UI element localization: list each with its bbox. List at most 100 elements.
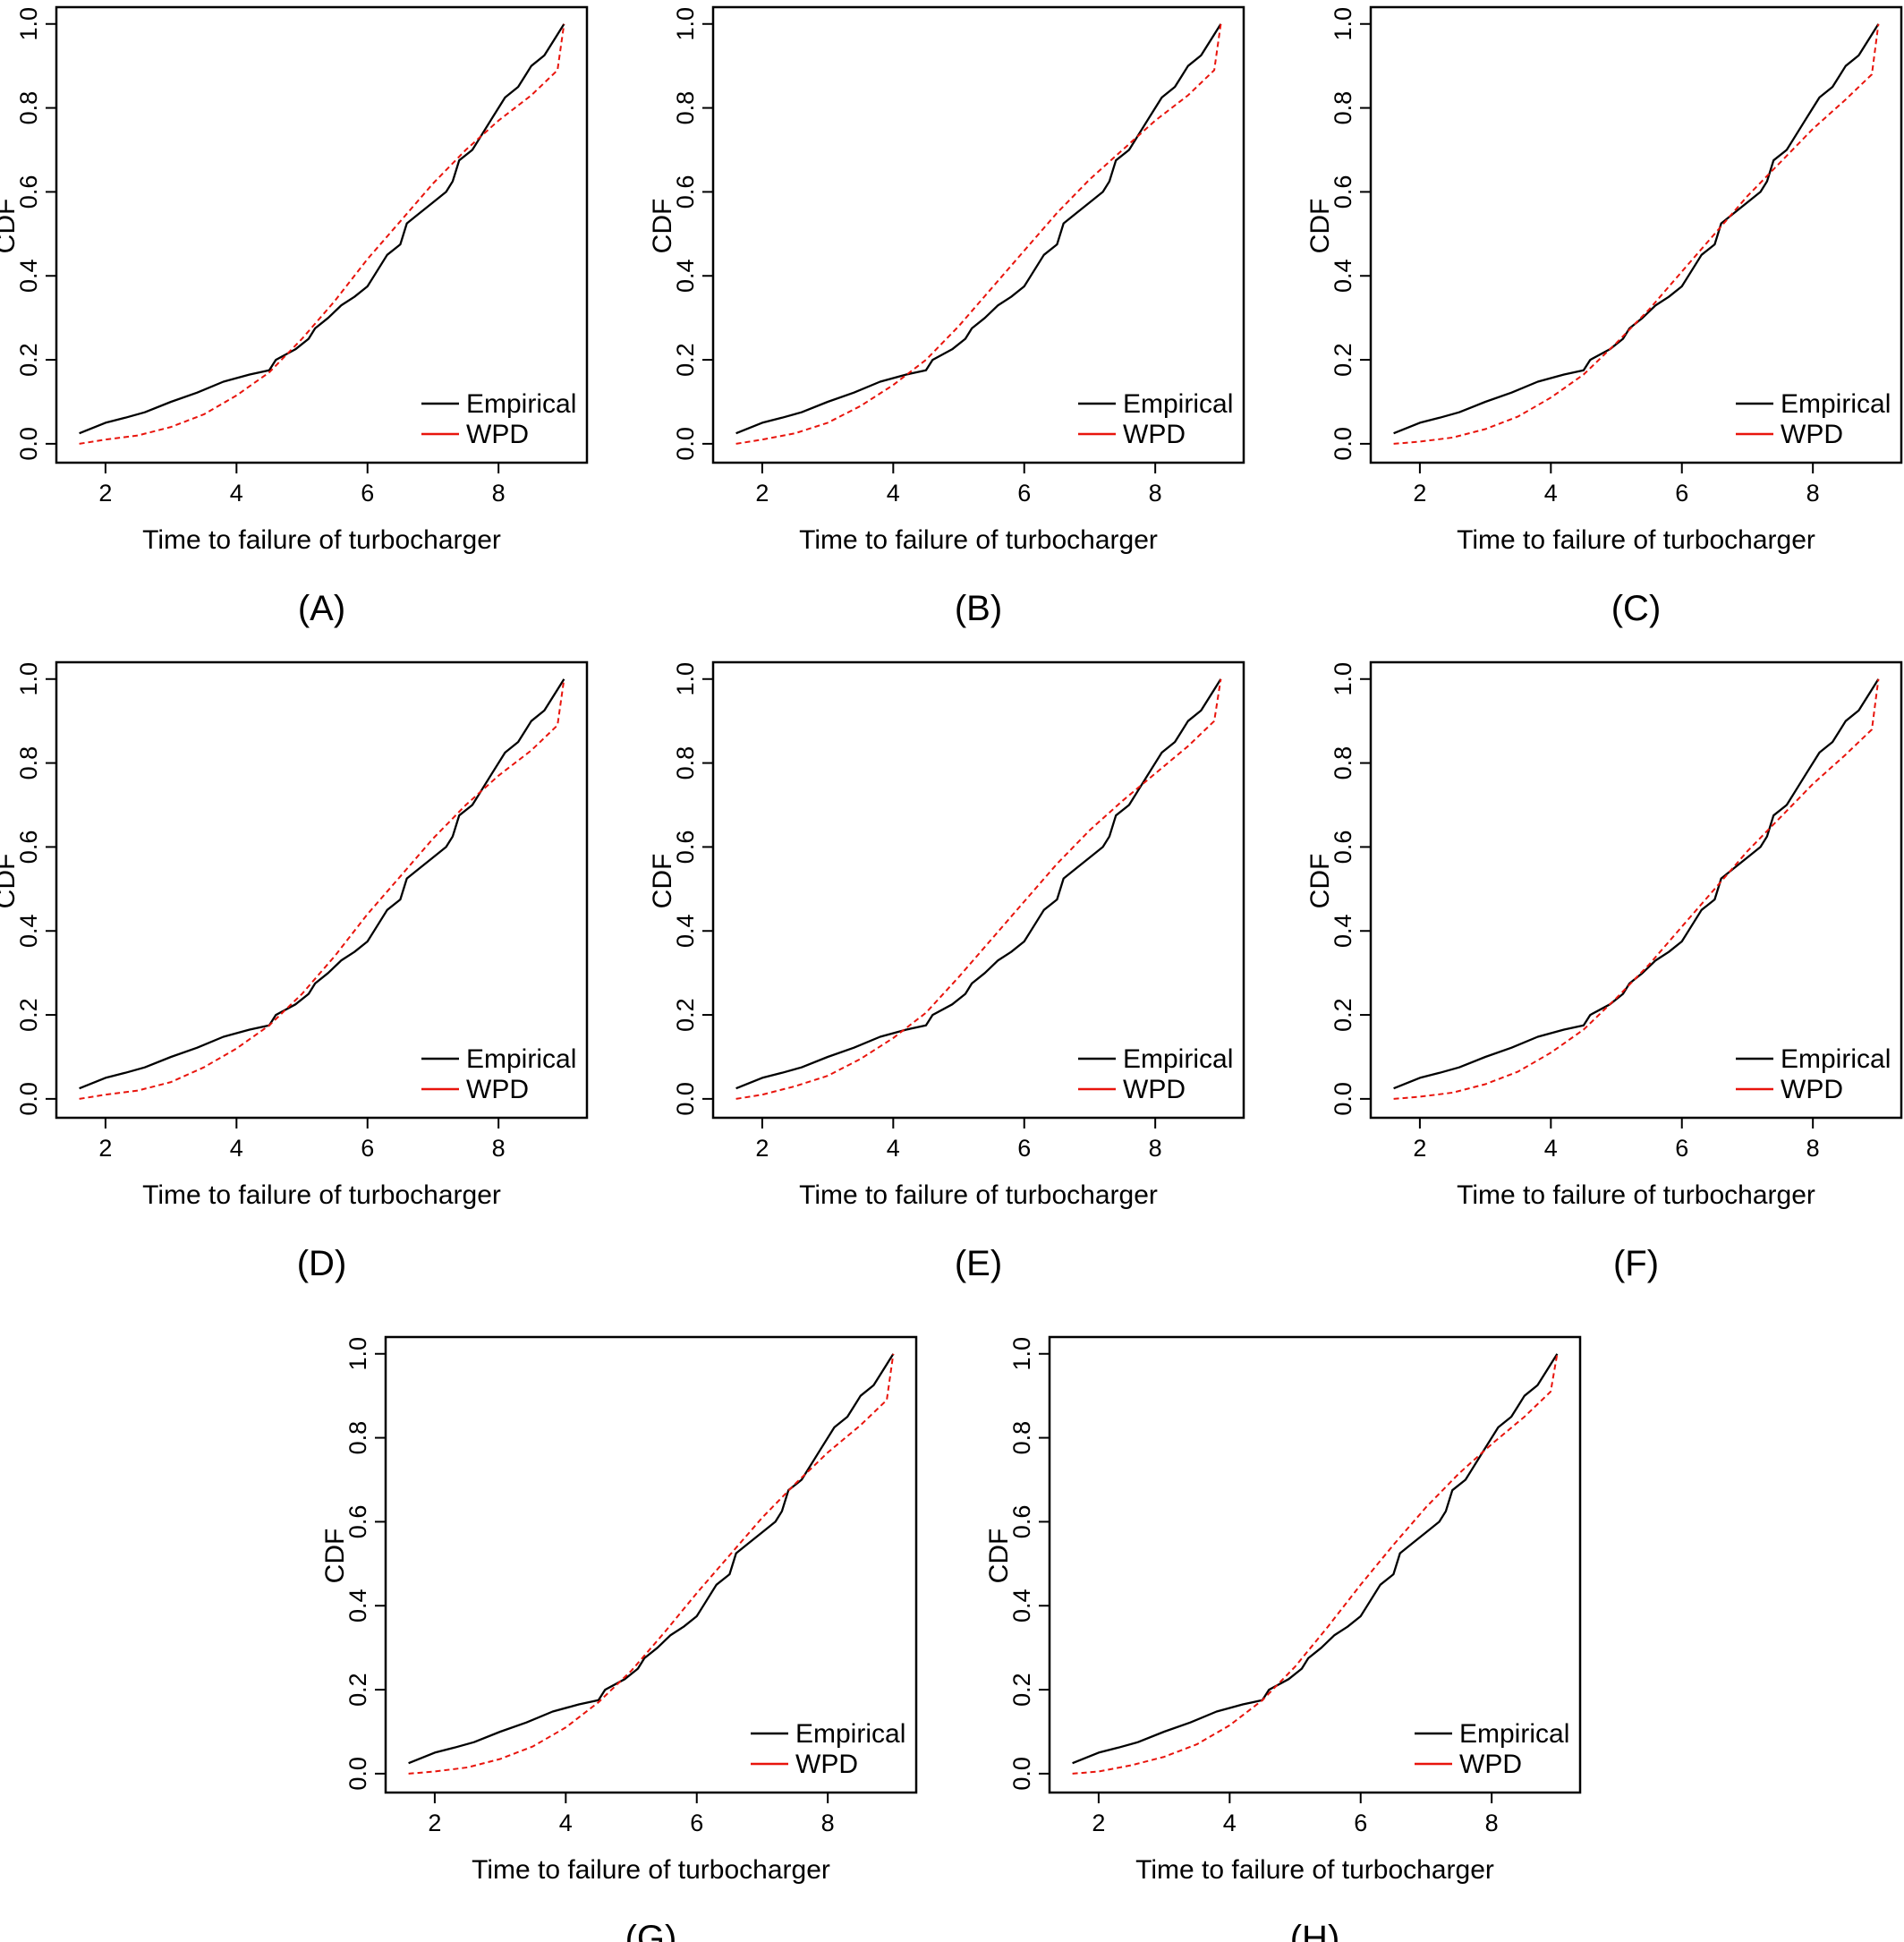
wpd-series-line xyxy=(79,23,565,445)
chart-panel-g: 2 4 6 8 0.0 0.2 0.4 0.6 0.8 1.0 Time to failure of… xyxy=(320,1335,918,1942)
y-tick-label: 0.8 xyxy=(672,746,699,780)
panel-caption: (E) xyxy=(955,1244,1002,1283)
legend-wpd-label: WPD xyxy=(1123,1075,1186,1104)
chart-panel-f: 2 4 6 8 0.0 0.2 0.4 0.6 0.8 1.0 Time to failure of… xyxy=(1305,660,1903,1283)
legend-wpd-label: WPD xyxy=(1459,1750,1522,1779)
x-axis-title: Time to failure of turbocharger xyxy=(142,525,501,555)
y-axis-title: CDF xyxy=(0,199,21,254)
y-tick-label: 0.2 xyxy=(1330,998,1356,1032)
x-tick-label: 4 xyxy=(1223,1810,1237,1836)
y-tick-label: 0.2 xyxy=(1330,343,1356,377)
x-tick-label: 2 xyxy=(428,1810,441,1836)
x-tick-label: 2 xyxy=(1092,1810,1105,1836)
y-tick-label: 0.6 xyxy=(672,830,699,865)
y-tick-label: 0.4 xyxy=(344,1589,371,1623)
chart-panel-h: 2 4 6 8 0.0 0.2 0.4 0.6 0.8 1.0 Time to failure of… xyxy=(984,1335,1582,1942)
y-tick-label: 0.4 xyxy=(672,914,699,948)
y-axis-title: CDF xyxy=(1305,854,1335,909)
x-tick-label: 8 xyxy=(1485,1810,1499,1836)
y-tick-label: 0.8 xyxy=(344,1421,371,1455)
chart-panel-a: 2 4 6 8 0.0 0.2 0.4 0.6 0.8 1.0 Time to failure of… xyxy=(0,5,589,628)
x-tick-label: 6 xyxy=(361,480,374,507)
y-axis-title: CDF xyxy=(320,1529,350,1584)
panel-caption: (G) xyxy=(625,1919,677,1942)
x-axis-title: Time to failure of turbocharger xyxy=(472,1855,830,1885)
y-tick-label: 0.0 xyxy=(15,1082,42,1116)
y-tick-label: 0.0 xyxy=(672,427,699,461)
y-tick-label: 0.8 xyxy=(1330,91,1356,125)
y-axis-title: CDF xyxy=(0,854,21,909)
x-tick-label: 2 xyxy=(98,480,112,507)
x-tick-label: 6 xyxy=(1017,480,1031,507)
y-tick-label: 1.0 xyxy=(1330,7,1356,41)
panel-caption: (B) xyxy=(955,589,1002,628)
panel-caption: (A) xyxy=(298,589,345,628)
x-axis-title: Time to failure of turbocharger xyxy=(799,1180,1158,1210)
x-tick-label: 4 xyxy=(230,480,243,507)
x-tick-label: 6 xyxy=(1354,1810,1367,1836)
wpd-series-line xyxy=(735,678,1222,1100)
y-tick-label: 0.6 xyxy=(1330,830,1356,865)
legend-empirical-label: Empirical xyxy=(466,389,576,419)
x-axis-title: Time to failure of turbocharger xyxy=(1135,1855,1494,1885)
empirical-series-line xyxy=(79,23,565,435)
x-axis-title: Time to failure of turbocharger xyxy=(142,1180,501,1210)
x-tick-label: 8 xyxy=(1149,480,1162,507)
y-tick-label: 0.2 xyxy=(344,1673,371,1707)
y-tick-label: 0.8 xyxy=(672,91,699,125)
legend-empirical-label: Empirical xyxy=(466,1044,576,1074)
y-axis-title: CDF xyxy=(648,199,677,254)
legend-empirical-label: Empirical xyxy=(795,1719,905,1749)
x-tick-label: 4 xyxy=(887,1135,900,1162)
x-axis-title: Time to failure of turbocharger xyxy=(1457,525,1815,555)
x-axis-title: Time to failure of turbocharger xyxy=(1457,1180,1815,1210)
y-tick-label: 0.0 xyxy=(15,427,42,461)
legend-empirical-label: Empirical xyxy=(1781,389,1891,419)
x-tick-label: 2 xyxy=(755,480,769,507)
y-tick-label: 0.4 xyxy=(1330,914,1356,948)
x-tick-label: 6 xyxy=(1017,1135,1031,1162)
x-tick-label: 6 xyxy=(1675,1135,1688,1162)
legend-empirical-label: Empirical xyxy=(1123,1044,1233,1074)
x-tick-label: 4 xyxy=(230,1135,243,1162)
x-tick-label: 4 xyxy=(887,480,900,507)
y-tick-label: 0.6 xyxy=(1330,175,1356,209)
y-tick-label: 0.6 xyxy=(1008,1505,1035,1539)
y-tick-label: 0.6 xyxy=(672,175,699,209)
y-tick-label: 0.6 xyxy=(15,175,42,209)
y-tick-label: 0.0 xyxy=(344,1757,371,1791)
y-tick-label: 0.8 xyxy=(1330,746,1356,780)
y-tick-label: 0.2 xyxy=(15,343,42,377)
wpd-series-line xyxy=(1393,23,1880,445)
x-tick-label: 2 xyxy=(1413,480,1426,507)
x-axis-title: Time to failure of turbocharger xyxy=(799,525,1158,555)
x-tick-label: 8 xyxy=(1806,480,1820,507)
legend-wpd-label: WPD xyxy=(1123,420,1186,449)
legend-empirical-label: Empirical xyxy=(1123,389,1233,419)
y-tick-label: 0.4 xyxy=(1008,1589,1035,1623)
y-axis-title: CDF xyxy=(1305,199,1335,254)
y-tick-label: 1.0 xyxy=(672,662,699,696)
panel-caption: (C) xyxy=(1611,589,1662,628)
panel-caption: (D) xyxy=(297,1244,347,1283)
x-tick-label: 6 xyxy=(1675,480,1688,507)
empirical-series-line xyxy=(408,1353,895,1765)
empirical-series-line xyxy=(735,678,1222,1090)
y-tick-label: 1.0 xyxy=(1330,662,1356,696)
wpd-series-line xyxy=(735,23,1222,445)
panel-caption: (H) xyxy=(1290,1919,1340,1942)
chart-panel-e: 2 4 6 8 0.0 0.2 0.4 0.6 0.8 1.0 Time to failure of… xyxy=(648,660,1245,1283)
x-tick-label: 8 xyxy=(492,1135,506,1162)
wpd-series-line xyxy=(1393,678,1880,1100)
x-tick-label: 4 xyxy=(559,1810,573,1836)
y-tick-label: 0.6 xyxy=(15,830,42,865)
y-tick-label: 0.8 xyxy=(1008,1421,1035,1455)
y-tick-label: 0.4 xyxy=(15,259,42,293)
x-tick-label: 2 xyxy=(98,1135,112,1162)
empirical-series-line xyxy=(1393,678,1880,1090)
